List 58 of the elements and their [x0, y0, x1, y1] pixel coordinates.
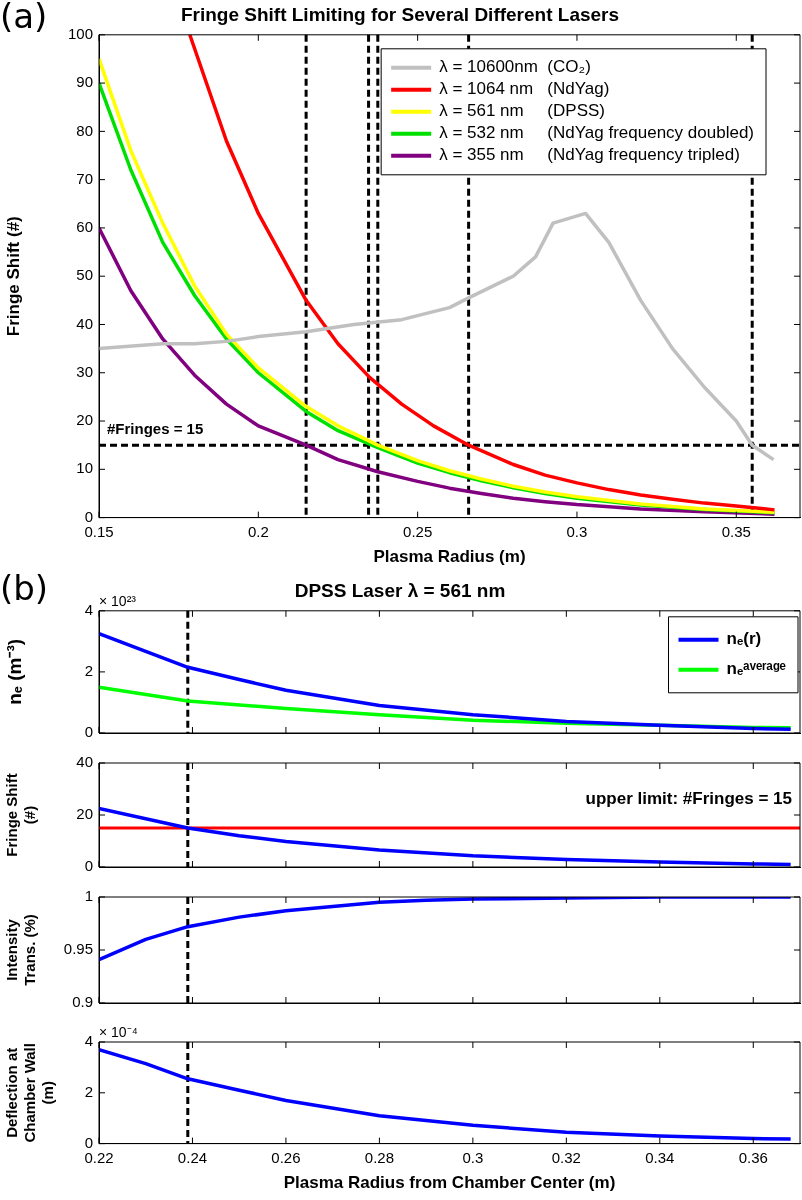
text: (a) [0, 0, 48, 36]
y-tick-label: 80 [76, 121, 93, 139]
y-tick-label: 4 [84, 600, 93, 618]
y-tick-label: 2 [84, 662, 93, 680]
y-tick-label: 10 [76, 459, 93, 477]
ref-line-label: upper limit: #Fringes = 15 [585, 789, 792, 809]
x-axis-title: Plasma Radius from Chamber Center (m) [283, 1173, 616, 1193]
y-axis-title: Deflection at Chamber Wall (m) [3, 1043, 57, 1143]
y-tick-label: 0 [84, 857, 93, 875]
ref-line-label: #Fringes = 15 [107, 419, 204, 437]
legend-label: λ = 355 nm (NdYag frequency tripled) [439, 145, 740, 165]
text: × 10⁻⁴ [99, 1023, 138, 1040]
x-axis-title: Plasma Radius (m) [373, 547, 526, 567]
x-tick-label: 0.26 [271, 1148, 301, 1166]
y-tick-label: 90 [76, 73, 93, 91]
y-tick-label: 100 [67, 24, 93, 42]
y-tick-label: 1 [84, 887, 93, 905]
x-tick-label: 0.32 [551, 1148, 581, 1166]
y-tick-label: 0.9 [72, 993, 93, 1011]
x-tick-label: 0.25 [403, 522, 433, 540]
x-tick-label: 0.35 [721, 522, 751, 540]
legend-label: nₑ(r) [726, 629, 762, 649]
x-tick-label: 0.15 [84, 522, 114, 540]
text: × 10²³ [99, 592, 137, 609]
legend-label: λ = 10600nm (CO₂) [439, 57, 591, 77]
y-tick-label: 70 [76, 169, 93, 187]
y-tick-label: 40 [76, 753, 93, 771]
y-tick-label: 40 [76, 314, 93, 332]
y-axis-title: Fringe Shift (#) [3, 216, 23, 337]
y-tick-label: 0 [84, 1133, 93, 1151]
x-tick-label: 0.3 [566, 522, 588, 540]
x-tick-label: 0.2 [247, 522, 269, 540]
x-tick-label: 0.24 [177, 1148, 208, 1166]
y-tick-label: 50 [76, 266, 93, 284]
y-tick-label: 0.95 [63, 940, 93, 958]
y-tick-label: 4 [84, 1032, 93, 1050]
x-tick-label: 0.28 [364, 1148, 394, 1166]
chart-title: DPSS Laser λ = 561 nm [294, 579, 506, 601]
legend-label: λ = 561 nm (DPSS) [439, 101, 605, 121]
y-tick-label: 20 [76, 805, 93, 823]
legend-label: λ = 1064 nm (NdYag) [439, 79, 610, 99]
chart-title: Fringe Shift Limiting for Several Different Lasers [180, 3, 620, 25]
y-axis-title: nₑ (m⁻³) [3, 638, 25, 705]
x-tick-label: 0.34 [645, 1148, 675, 1166]
y-tick-label: 0 [84, 507, 93, 525]
y-axis-title: Fringe Shift (#) [3, 773, 39, 857]
legend-label: nₑᵃᵛᵉʳᵃᵍᵉ [726, 659, 786, 679]
y-tick-label: 60 [76, 218, 93, 236]
y-tick-label: 30 [76, 362, 93, 380]
legend-label: λ = 532 nm (NdYag frequency doubled) [439, 123, 754, 143]
y-axis-title: Intensity Trans. (%) [3, 914, 39, 986]
x-tick-label: 0.3 [462, 1148, 484, 1166]
y-tick-label: 0 [84, 723, 93, 741]
x-tick-label: 0.36 [738, 1148, 768, 1166]
text: (b) [0, 567, 49, 608]
y-tick-label: 2 [84, 1082, 93, 1100]
y-tick-label: 20 [76, 411, 93, 429]
x-tick-label: 0.22 [84, 1148, 114, 1166]
